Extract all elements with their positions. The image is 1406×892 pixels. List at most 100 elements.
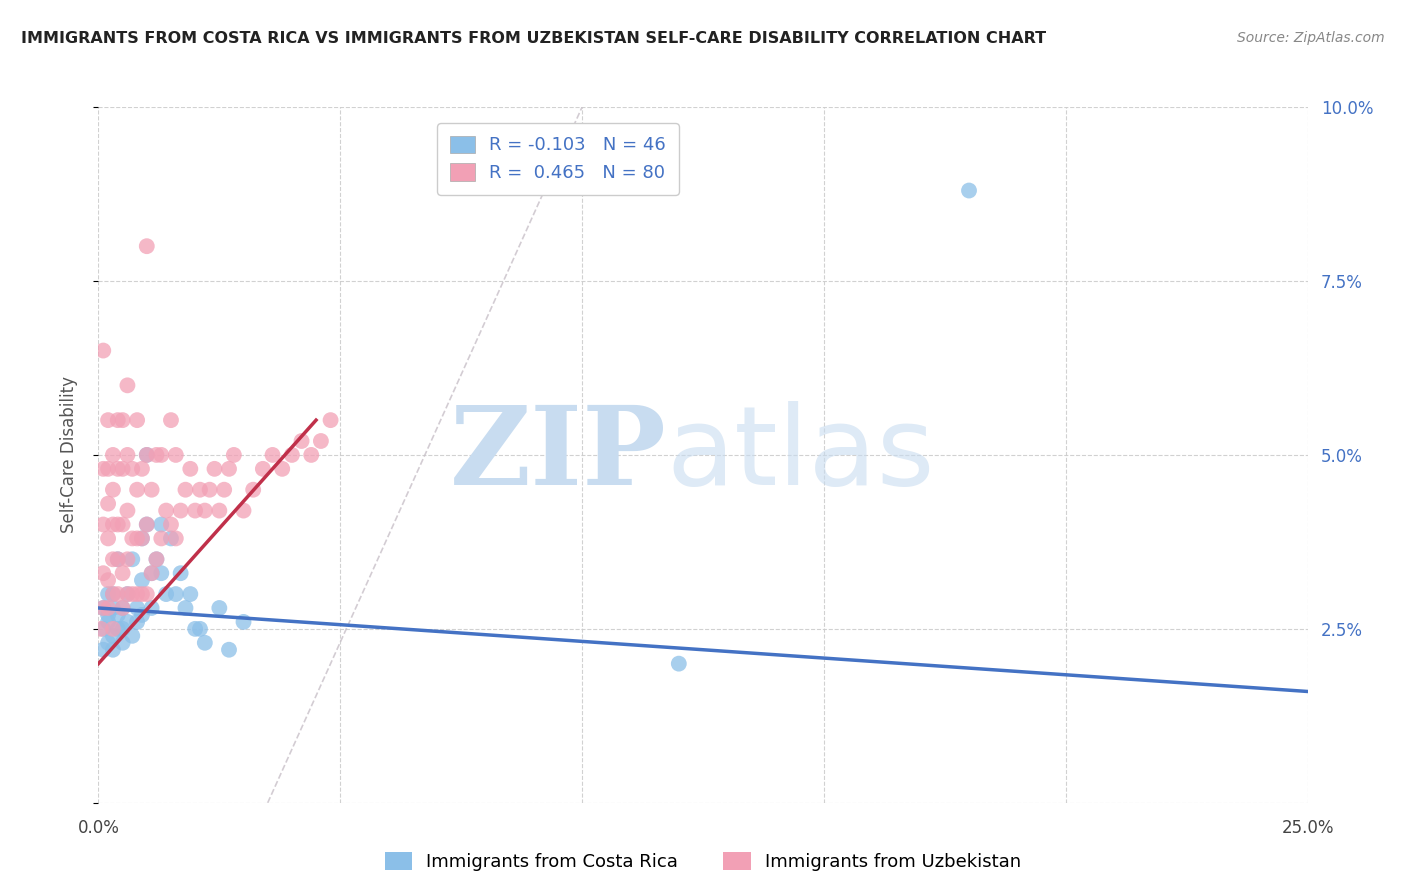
Point	[97, 413, 120, 427]
Point	[319, 413, 342, 427]
Point	[290, 434, 312, 448]
Point	[97, 615, 120, 629]
Point	[169, 566, 191, 581]
Point	[135, 239, 157, 253]
Point	[111, 622, 134, 636]
Text: IMMIGRANTS FROM COSTA RICA VS IMMIGRANTS FROM UZBEKISTAN SELF-CARE DISABILITY CO: IMMIGRANTS FROM COSTA RICA VS IMMIGRANTS…	[21, 31, 1046, 46]
Point	[135, 517, 157, 532]
Point	[179, 587, 201, 601]
Point	[101, 483, 124, 497]
Point	[111, 462, 134, 476]
Point	[141, 566, 163, 581]
Point	[141, 566, 163, 581]
Point	[262, 448, 284, 462]
Y-axis label: Self-Care Disability: Self-Care Disability	[59, 376, 77, 533]
Point	[127, 587, 149, 601]
Point	[117, 587, 139, 601]
Point	[160, 413, 183, 427]
Point	[91, 462, 114, 476]
Point	[145, 552, 167, 566]
Point	[271, 462, 294, 476]
Point	[117, 587, 139, 601]
Point	[91, 517, 114, 532]
Point	[169, 503, 191, 517]
Text: ZIP: ZIP	[450, 401, 666, 508]
Point	[150, 566, 173, 581]
Point	[101, 629, 124, 643]
Point	[131, 462, 153, 476]
Point	[165, 587, 187, 601]
Point	[121, 532, 143, 546]
Point	[90, 622, 112, 636]
Point	[208, 601, 231, 615]
Point	[131, 532, 153, 546]
Point	[184, 622, 207, 636]
Point	[97, 587, 120, 601]
Point	[232, 615, 254, 629]
Point	[97, 601, 120, 615]
Point	[174, 483, 197, 497]
Point	[97, 573, 120, 587]
Point	[135, 587, 157, 601]
Point	[131, 573, 153, 587]
Text: atlas: atlas	[666, 401, 935, 508]
Point	[222, 448, 245, 462]
Point	[160, 517, 183, 532]
Point	[218, 642, 240, 657]
Point	[117, 448, 139, 462]
Point	[127, 532, 149, 546]
Point	[218, 462, 240, 476]
Point	[165, 448, 187, 462]
Point	[135, 448, 157, 462]
Point	[107, 552, 129, 566]
Point	[155, 503, 177, 517]
Point	[91, 642, 114, 657]
Legend: Immigrants from Costa Rica, Immigrants from Uzbekistan: Immigrants from Costa Rica, Immigrants f…	[378, 846, 1028, 879]
Point	[155, 587, 177, 601]
Point	[135, 448, 157, 462]
Point	[150, 517, 173, 532]
Point	[198, 483, 221, 497]
Point	[165, 532, 187, 546]
Point	[121, 552, 143, 566]
Point	[188, 483, 211, 497]
Point	[117, 552, 139, 566]
Point	[957, 184, 980, 198]
Point	[117, 615, 139, 629]
Point	[127, 615, 149, 629]
Point	[97, 497, 120, 511]
Point	[117, 503, 139, 517]
Point	[101, 517, 124, 532]
Point	[107, 413, 129, 427]
Point	[107, 517, 129, 532]
Point	[97, 607, 120, 622]
Point	[91, 622, 114, 636]
Point	[101, 622, 124, 636]
Point	[111, 601, 134, 615]
Point	[127, 413, 149, 427]
Point	[204, 462, 226, 476]
Point	[668, 657, 690, 671]
Point	[194, 503, 217, 517]
Point	[184, 503, 207, 517]
Point	[131, 532, 153, 546]
Point	[101, 601, 124, 615]
Point	[194, 636, 217, 650]
Point	[101, 587, 124, 601]
Point	[252, 462, 274, 476]
Point	[232, 503, 254, 517]
Point	[101, 448, 124, 462]
Point	[111, 517, 134, 532]
Point	[299, 448, 322, 462]
Point	[97, 636, 120, 650]
Point	[135, 517, 157, 532]
Point	[212, 483, 235, 497]
Point	[141, 601, 163, 615]
Point	[107, 462, 129, 476]
Text: Source: ZipAtlas.com: Source: ZipAtlas.com	[1237, 31, 1385, 45]
Point	[188, 622, 211, 636]
Point	[145, 552, 167, 566]
Point	[281, 448, 304, 462]
Point	[107, 622, 129, 636]
Point	[107, 552, 129, 566]
